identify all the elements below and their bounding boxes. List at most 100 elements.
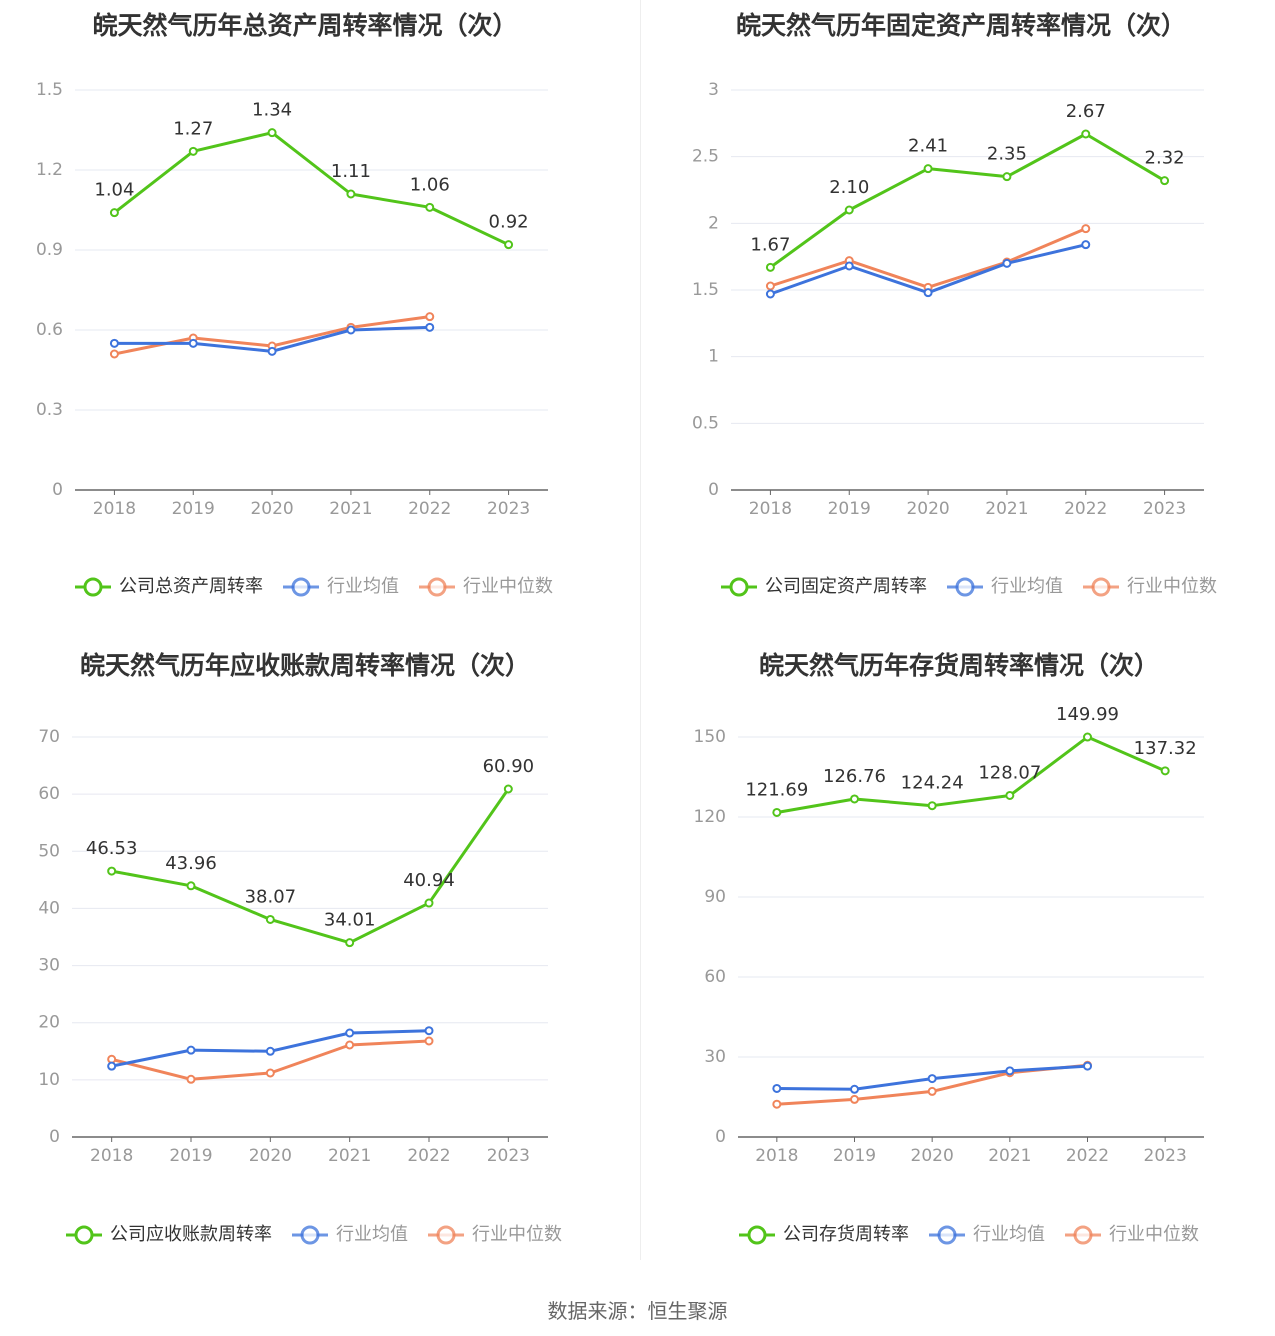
data-point-company (923, 164, 933, 174)
data-point-industry-average (109, 338, 119, 348)
x-tick-label: 2021 (328, 1146, 371, 1166)
legend-marker (291, 577, 311, 597)
x-tick-label: 2023 (1144, 1146, 1187, 1166)
data-point-industry-average (267, 346, 277, 356)
x-tick-label: 2021 (985, 499, 1028, 519)
data-point-industry-average (927, 1074, 937, 1084)
data-point-company (109, 208, 119, 218)
chart-title: 皖天然气历年固定资产周转率情况（次） (736, 11, 1186, 40)
legend-label: 行业均值 (991, 576, 1063, 597)
data-point-company (504, 240, 514, 250)
x-tick-label: 2019 (828, 499, 871, 519)
data-point-industry-median (345, 1040, 355, 1050)
y-tick-label: 0.9 (36, 240, 63, 260)
data-point-industry-average (1005, 1066, 1015, 1076)
chart-svg: 皖天然气历年存货周转率情况（次） 0 30 60 90 120 150 2018 2019 202… (694, 651, 1204, 1245)
data-point-company (1160, 176, 1170, 186)
data-label: 1.06 (410, 174, 450, 195)
chart-svg: 皖天然气历年固定资产周转率情况（次） 0 0.5 1 1.5 2 2.5 3 2018 2019 2… (692, 11, 1217, 597)
y-tick-label: 0.5 (692, 413, 719, 433)
series-line-company (776, 735, 1166, 814)
data-label: 43.96 (165, 853, 217, 874)
data-point-industry-average (265, 1046, 275, 1056)
x-tick-label: 2022 (408, 499, 451, 519)
y-tick-label: 1.2 (36, 160, 63, 180)
legend-label: 行业均值 (327, 576, 399, 597)
data-label: 1.67 (750, 234, 790, 255)
x-tick-label: 2018 (755, 1146, 798, 1166)
y-tick-label: 10 (38, 1070, 60, 1090)
data-point-company (267, 128, 277, 138)
data-point-company (503, 784, 513, 794)
series-line-company (113, 131, 510, 247)
legend-marker (436, 1225, 456, 1245)
legend-marker (1091, 577, 1111, 597)
data-point-company (850, 794, 859, 804)
y-tick-label: 150 (694, 727, 726, 747)
y-tick-label: 0 (715, 1127, 726, 1147)
data-label: 2.67 (1066, 101, 1106, 122)
y-tick-label: 60 (704, 967, 726, 987)
data-point-industry-median (109, 349, 119, 359)
legend-label: 行业均值 (336, 1224, 408, 1245)
legend-label: 公司固定资产周转率 (765, 576, 927, 597)
y-tick-label: 1 (708, 347, 719, 367)
data-label: 149.99 (1056, 704, 1119, 725)
x-tick-label: 2019 (833, 1146, 876, 1166)
legend-marker (1073, 1225, 1093, 1245)
data-point-industry-median (772, 1099, 782, 1109)
y-tick-label: 0.3 (36, 400, 63, 420)
data-label: 34.01 (324, 910, 376, 931)
data-point-company (1002, 172, 1012, 182)
data-label: 2.32 (1145, 148, 1185, 169)
data-point-company (188, 146, 198, 156)
y-tick-label: 20 (38, 1013, 60, 1033)
data-point-company (1160, 766, 1170, 776)
data-point-company (1081, 129, 1091, 139)
data-point-industry-average (107, 1061, 117, 1071)
chart-svg: 皖天然气历年应收账款周转率情况（次） 0 10 20 30 40 50 60 70 2018 201… (38, 651, 562, 1245)
data-source-label: 数据来源：恒生聚源 (547, 1299, 728, 1323)
y-tick-label: 120 (694, 807, 726, 827)
legend-label: 公司存货周转率 (783, 1224, 909, 1245)
y-tick-label: 2 (708, 213, 719, 233)
data-point-company (265, 914, 275, 924)
data-label: 0.92 (489, 212, 529, 233)
chart-title: 皖天然气历年存货周转率情况（次） (759, 651, 1159, 680)
x-tick-label: 2018 (93, 499, 136, 519)
data-point-industry-median (765, 281, 775, 291)
data-point-industry-median (1081, 224, 1091, 234)
legend-marker (300, 1225, 320, 1245)
data-point-industry-median (425, 312, 435, 322)
data-point-company (772, 807, 782, 817)
x-tick-label: 2020 (911, 1146, 954, 1166)
data-point-industry-average (186, 1045, 196, 1055)
data-point-industry-average (424, 1026, 434, 1036)
y-tick-label: 1.5 (36, 80, 63, 100)
data-point-industry-average (765, 289, 775, 299)
legend-item-company: 公司固定资产周转率 (721, 576, 927, 597)
data-point-industry-median (424, 1036, 434, 1046)
legend-label: 行业中位数 (472, 1224, 562, 1245)
legend-item-company: 公司应收账款周转率 (66, 1224, 272, 1245)
data-point-company (346, 189, 356, 199)
data-point-industry-average (850, 1084, 859, 1094)
data-point-industry-average (772, 1083, 782, 1093)
legend-marker (729, 577, 749, 597)
data-point-company (1005, 790, 1015, 800)
data-label: 128.07 (978, 762, 1041, 783)
data-label: 126.76 (823, 766, 886, 787)
data-point-industry-average (346, 325, 356, 335)
data-point-company (765, 262, 775, 272)
x-tick-label: 2021 (329, 499, 372, 519)
legend-item-industry-average: 行业均值 (947, 576, 1063, 597)
x-tick-label: 2020 (250, 499, 293, 519)
data-point-industry-average (345, 1028, 355, 1038)
data-label: 2.10 (829, 177, 869, 198)
data-label: 137.32 (1134, 738, 1197, 759)
data-label: 121.69 (745, 779, 808, 800)
y-tick-label: 30 (704, 1047, 726, 1067)
data-point-industry-average (1081, 240, 1091, 250)
panel-divider (640, 0, 641, 1260)
series-line-company (769, 132, 1166, 269)
